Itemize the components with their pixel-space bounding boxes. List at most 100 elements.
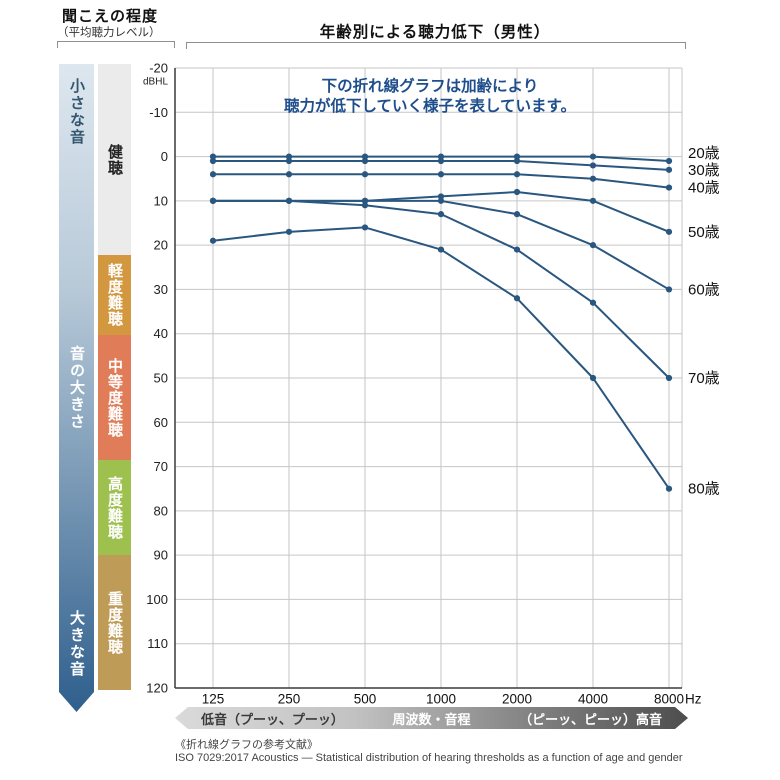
data-point [209, 237, 217, 244]
data-point [665, 286, 673, 293]
chart-annotation: 下の折れ線グラフは加齢により 聴力が低下していく様子を表しています。 [215, 77, 645, 117]
y-tick-label: 90 [154, 548, 168, 563]
data-point [209, 171, 217, 178]
hearing-level-severe: 高度難聴 [98, 460, 131, 555]
x-tick-label: 250 [278, 692, 301, 707]
data-point [513, 295, 521, 302]
data-point [437, 211, 445, 218]
age-series-label: 20歳 [688, 145, 720, 162]
y-tick-label: -10 [149, 105, 168, 120]
data-point [209, 153, 217, 160]
data-point [285, 171, 293, 178]
age-series-label: 50歳 [688, 224, 720, 241]
data-point [437, 197, 445, 204]
x-tick-label: 8000 [654, 692, 684, 707]
data-point [665, 184, 673, 191]
data-point [589, 153, 597, 160]
data-point [513, 211, 521, 218]
y-tick-label: 10 [154, 193, 168, 208]
data-point [589, 242, 597, 249]
data-point [361, 153, 369, 160]
annotation-line-2: 聴力が低下していく様子を表しています。 [283, 98, 577, 115]
annotation-line-1: 下の折れ線グラフは加齢により [321, 78, 539, 95]
data-point [361, 157, 369, 165]
y-tick-label: -20 [149, 61, 168, 76]
x-tick-label: 1000 [426, 692, 456, 707]
data-point [589, 374, 597, 382]
y-unit-label: dBHL [143, 77, 168, 88]
y-tick-label: 30 [154, 282, 168, 297]
data-point [361, 171, 369, 178]
loudness-gradient-arrow: 小さな音 音の大きさ 大きな音 [59, 64, 94, 712]
data-point [513, 171, 521, 178]
y-tick-label: 40 [154, 326, 168, 341]
data-point [589, 175, 597, 182]
audiogram-line-chart: -20 -10 0 10 20 30 40 50 60 70 80 90 100 110 120 dBHL 12… [143, 61, 720, 707]
data-point [209, 157, 217, 165]
data-point [437, 157, 445, 165]
y-tick-label: 0 [161, 149, 168, 164]
data-point [513, 188, 521, 196]
data-point [665, 157, 673, 165]
hearing-level-mild: 軽度難聴 [98, 255, 131, 335]
age-series-label: 60歳 [688, 281, 720, 298]
y-tick-label: 120 [146, 681, 168, 696]
data-point [665, 228, 673, 235]
data-point [285, 228, 293, 235]
data-point [589, 162, 597, 169]
data-point [437, 171, 445, 178]
data-point [589, 197, 597, 204]
chart-title: 年齢別による聴力低下（男性） [319, 24, 551, 41]
hearing-level-label: 高度難聴 [106, 475, 123, 540]
hearing-level-normal: 健聴 [98, 64, 131, 255]
reference-heading: 《折れ線グラフの参考文献》 [175, 739, 318, 751]
data-point [513, 157, 521, 165]
x-unit-label: Hz [685, 692, 702, 707]
data-point [285, 157, 293, 165]
high-tone-label: （ピーッ、ピーッ）高音 [519, 711, 662, 727]
reference-text: ISO 7029:2017 Acoustics — Statistical di… [175, 752, 683, 764]
hearing-level-label: 健聴 [106, 143, 123, 176]
hearing-level-label: 重度難聴 [106, 590, 123, 655]
x-tick-label: 125 [202, 692, 225, 707]
y-tick-label: 110 [147, 636, 168, 651]
large-sound-label: 大きな音 [68, 610, 85, 678]
data-point [589, 299, 597, 306]
data-point [665, 374, 673, 382]
hearing-level-label: 中等度難聴 [106, 357, 123, 438]
low-tone-label: 低音（プーッ、プーッ） [201, 711, 344, 727]
age-series-label: 80歳 [688, 481, 720, 498]
hearing-level-label: 軽度難聴 [106, 263, 123, 327]
y-tick-label: 20 [154, 238, 168, 253]
frequency-pitch-label: 周波数・音程 [392, 711, 471, 727]
data-point [361, 202, 369, 209]
age-series-label: 40歳 [688, 180, 720, 197]
data-point [437, 246, 445, 253]
frequency-gradient-arrow: 低音（プーッ、プーッ） 周波数・音程 （ピーッ、ピーッ）高音 [175, 707, 688, 729]
y-tick-label: 100 [146, 592, 168, 607]
data-point [437, 193, 445, 200]
y-tick-label: 70 [154, 459, 168, 474]
data-point [361, 197, 369, 204]
degree-of-hearing-title: 聞こえの程度 [62, 8, 159, 25]
x-tick-label: 2000 [502, 692, 532, 707]
data-point [665, 485, 673, 492]
degree-title-bracket [57, 41, 175, 48]
data-point [361, 224, 369, 231]
data-point [209, 197, 217, 204]
data-point [665, 166, 673, 173]
loudness-label: 音の大きさ [68, 345, 85, 431]
data-point [285, 197, 293, 204]
hearing-level-moderate: 中等度難聴 [98, 335, 131, 460]
age-series-label: 30歳 [688, 162, 720, 179]
grid [175, 67, 683, 689]
small-sound-label: 小さな音 [68, 78, 85, 146]
average-hearing-level-subtitle: （平均聴力レベル） [57, 27, 161, 39]
y-tick-label: 50 [154, 371, 168, 386]
x-tick-label: 4000 [578, 692, 608, 707]
chart-title-bracket [186, 42, 686, 49]
data-point [437, 153, 445, 160]
data-point [285, 153, 293, 160]
y-tick-label: 60 [154, 415, 168, 430]
